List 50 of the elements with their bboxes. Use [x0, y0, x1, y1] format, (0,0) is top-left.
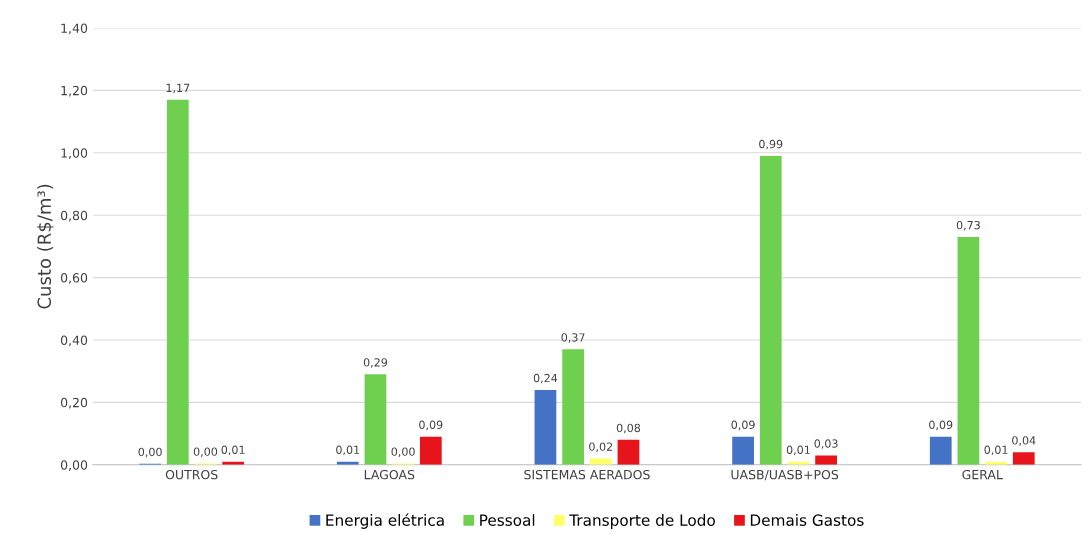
bar	[166, 99, 189, 465]
legend-label: Transporte de Lodo	[569, 514, 715, 529]
bar	[759, 155, 782, 465]
y-tick-label: 1,20	[61, 85, 88, 97]
x-tick-label: LAGOAS	[364, 469, 415, 480]
data-label: 0,09	[731, 420, 755, 431]
bar	[732, 436, 754, 465]
bar	[617, 439, 640, 465]
data-label: 0,00	[193, 447, 218, 457]
data-label: 0,37	[561, 333, 585, 343]
data-label: 0,09	[419, 420, 443, 431]
y-tick-label: 0,40	[60, 335, 88, 347]
data-label: 0,08	[616, 423, 641, 434]
data-label: 0,03	[814, 439, 838, 449]
x-tick-label: UASB/UASB+POS	[731, 469, 839, 481]
bar	[815, 455, 837, 465]
bar	[364, 374, 387, 465]
bar	[957, 237, 980, 465]
bar	[419, 436, 442, 465]
data-label: 0,09	[929, 420, 953, 431]
data-label: 0,99	[759, 139, 783, 150]
legend-label: Energia elétrica	[326, 513, 444, 529]
data-label: 0,24	[533, 373, 558, 384]
bar	[929, 436, 952, 465]
y-tick-label: 0,20	[60, 397, 88, 409]
bar	[1012, 452, 1035, 465]
data-label: 1,17	[166, 83, 190, 94]
y-tick-label: 0,00	[60, 460, 88, 471]
data-label: 0,73	[956, 220, 980, 231]
data-label: 0,01	[984, 445, 1008, 456]
data-label: 0,29	[363, 358, 388, 368]
data-label: 0,01	[786, 445, 810, 456]
legend-label: Demais Gastos	[750, 514, 864, 526]
x-tick-label: SISTEMAS AERADOS	[524, 469, 650, 480]
bar	[562, 349, 584, 465]
data-label: 0,00	[138, 447, 162, 458]
x-tick-label: GERAL	[962, 469, 1003, 480]
data-label: 0,01	[221, 445, 245, 456]
y-tick-label: 0,60	[60, 273, 88, 284]
y-axis-title: Custo (R$/m³)	[37, 184, 54, 309]
y-tick-label: 1,40	[61, 23, 88, 35]
y-tick-label: 0,80	[60, 210, 88, 222]
data-label: 0,00	[391, 447, 415, 457]
x-tick-label: OUTROS	[165, 469, 218, 480]
data-label: 0,02	[589, 442, 613, 452]
legend-label: Pessoal	[480, 514, 535, 526]
data-label: 0,04	[1012, 436, 1036, 446]
y-tick-label: 1,00	[61, 148, 88, 159]
bar	[534, 389, 557, 465]
data-label: 0,01	[336, 445, 360, 456]
